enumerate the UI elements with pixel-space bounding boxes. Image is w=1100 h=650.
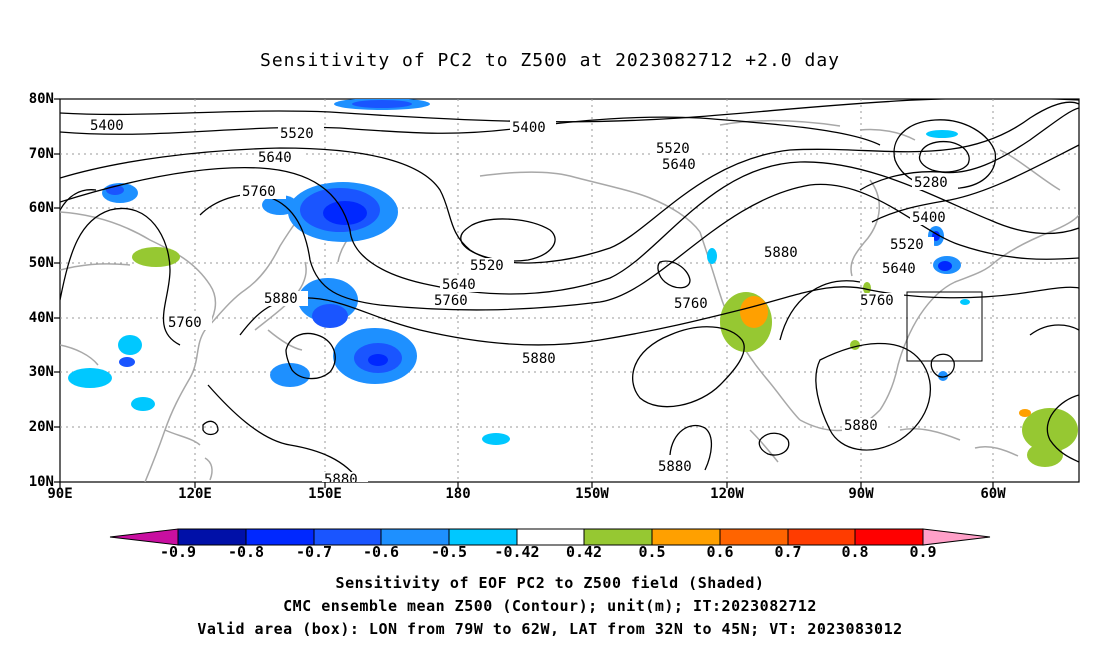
lat-label: 50N xyxy=(28,255,54,271)
lon-label: 180 xyxy=(445,486,471,502)
caption-line-3: Valid area (box): LON from 79W to 62W, L… xyxy=(197,620,903,638)
valid-area-box xyxy=(906,291,983,362)
lon-label: 90W xyxy=(848,486,874,502)
svg-text:5400: 5400 xyxy=(912,210,946,226)
svg-text:5640: 5640 xyxy=(662,157,696,173)
lat-label: 40N xyxy=(28,310,54,326)
svg-text:5880: 5880 xyxy=(764,245,798,261)
colorbar-label: -0.7 xyxy=(295,543,333,561)
svg-text:5880: 5880 xyxy=(324,472,358,488)
colorbar-label: 0.42 xyxy=(565,543,603,561)
svg-text:5760: 5760 xyxy=(434,293,468,309)
svg-text:5520: 5520 xyxy=(656,141,690,157)
colorbar-label: 0.9 xyxy=(909,543,937,561)
colorbar-label: -0.6 xyxy=(362,543,400,561)
lon-label: 120W xyxy=(710,486,744,502)
colorbar-label: -0.42 xyxy=(494,543,540,561)
lat-label: 20N xyxy=(28,419,54,435)
colorbar-label: -0.9 xyxy=(159,543,197,561)
svg-text:5760: 5760 xyxy=(168,315,202,331)
lon-label: 90E xyxy=(47,486,73,502)
colorbar-label: -0.8 xyxy=(227,543,265,561)
colorbar-label: 0.8 xyxy=(841,543,869,561)
caption-line-2: CMC ensemble mean Z500 (Contour); unit(m… xyxy=(283,597,817,615)
lon-label: 150E xyxy=(308,486,342,502)
lat-label: 80N xyxy=(28,91,54,107)
colorbar-label: 0.7 xyxy=(774,543,802,561)
svg-text:5640: 5640 xyxy=(258,150,292,166)
svg-text:5640: 5640 xyxy=(882,261,916,277)
lat-label: 10N xyxy=(28,474,54,490)
svg-text:5400: 5400 xyxy=(90,118,124,134)
svg-text:5760: 5760 xyxy=(242,184,276,200)
svg-text:5400: 5400 xyxy=(512,120,546,136)
svg-text:5880: 5880 xyxy=(844,418,878,434)
svg-text:5880: 5880 xyxy=(264,291,298,307)
caption-line-1: Sensitivity of EOF PC2 to Z500 field (Sh… xyxy=(335,574,765,592)
lon-label: 60W xyxy=(980,486,1006,502)
colorbar-label: 0.6 xyxy=(706,543,734,561)
svg-text:5280: 5280 xyxy=(914,175,948,191)
colorbar-label: 0.5 xyxy=(638,543,666,561)
svg-text:5880: 5880 xyxy=(658,459,692,475)
svg-text:5760: 5760 xyxy=(860,293,894,309)
svg-text:5520: 5520 xyxy=(890,237,924,253)
axis-ticks xyxy=(54,98,994,488)
colorbar-over xyxy=(922,528,991,546)
map-frame xyxy=(59,98,1080,483)
lat-label: 70N xyxy=(28,146,54,162)
svg-text:5520: 5520 xyxy=(470,258,504,274)
lon-label: 150W xyxy=(575,486,609,502)
map-title: Sensitivity of PC2 to Z500 at 2023082712… xyxy=(259,50,840,71)
colorbar-label: -0.5 xyxy=(430,543,468,561)
svg-text:5520: 5520 xyxy=(280,126,314,142)
svg-text:5640: 5640 xyxy=(442,277,476,293)
contour-labels: 5400 5400 5520 5520 5520 5520 5640 5640 … xyxy=(88,118,958,488)
lon-label: 120E xyxy=(178,486,212,502)
lat-label: 30N xyxy=(28,364,54,380)
svg-text:5760: 5760 xyxy=(674,296,708,312)
colorbar xyxy=(109,528,991,546)
lat-label: 60N xyxy=(28,200,54,216)
svg-text:5880: 5880 xyxy=(522,351,556,367)
